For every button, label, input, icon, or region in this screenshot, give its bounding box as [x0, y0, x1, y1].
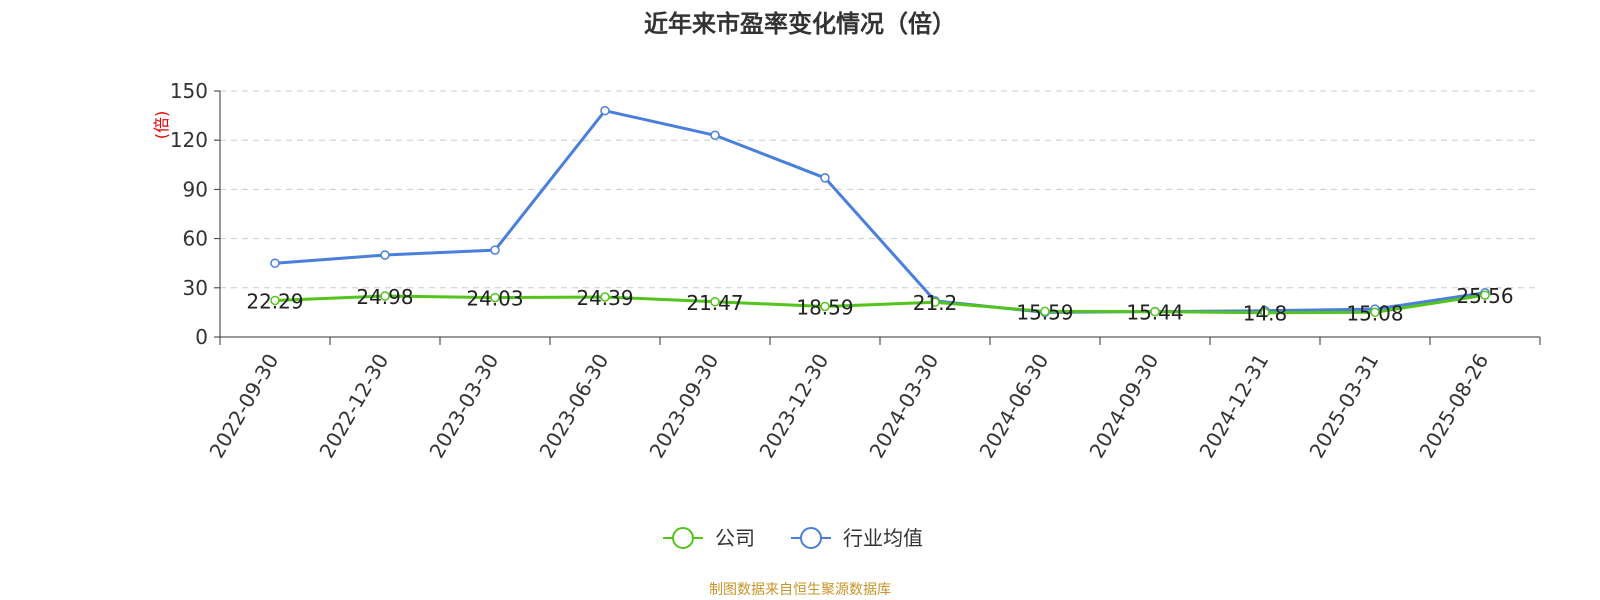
- axes: 0 30 60 90 120 150 2022-09-30 2022-12-30 2023-03…: [170, 79, 1541, 463]
- y-tick-label: 0: [195, 325, 208, 349]
- data-point-0[interactable]: [1370, 307, 1380, 318]
- source-note: 制图数据来自恒生聚源数据库: [709, 582, 891, 598]
- data-label: 18.59: [796, 296, 853, 320]
- chart-title: 近年来市盈率变化情况（倍）: [644, 10, 956, 38]
- series-line-0: [274, 293, 1486, 315]
- x-tick-label: 2024-12-31: [1194, 350, 1273, 463]
- data-point-0[interactable]: [1260, 307, 1270, 318]
- data-point-1[interactable]: [270, 258, 280, 268]
- data-labels: 22.29 24.98 24.03 24.39 21.47 18.59 21.2 15.59 1…: [246, 284, 1513, 326]
- data-point-1[interactable]: [600, 105, 610, 116]
- data-label: 24.98: [356, 285, 413, 309]
- x-tick-label: 2022-12-30: [314, 350, 393, 463]
- data-label: 15.08: [1346, 301, 1403, 325]
- data-point-1[interactable]: [820, 173, 830, 183]
- y-tick-label: 90: [183, 177, 208, 201]
- data-point-0[interactable]: [1480, 290, 1490, 300]
- legend-label: 公司: [715, 526, 755, 550]
- legend-item-0[interactable]: 公司: [663, 526, 755, 550]
- x-tick-label: 2024-03-30: [864, 350, 943, 463]
- x-tick-label: 2025-08-26: [1414, 350, 1493, 463]
- y-axis-label: (倍): [152, 111, 171, 140]
- x-tick-label: 2023-09-30: [644, 350, 723, 463]
- data-label: 24.03: [466, 287, 523, 311]
- legend-label: 行业均值: [843, 526, 923, 550]
- y-tick-label: 150: [170, 79, 208, 103]
- data-point-0[interactable]: [600, 292, 610, 302]
- data-label: 21.2: [913, 291, 958, 315]
- y-tick-label: 30: [183, 276, 208, 300]
- data-point-0[interactable]: [930, 297, 940, 307]
- y-tick-label: 60: [183, 227, 208, 251]
- data-label: 14.8: [1243, 302, 1288, 326]
- legend-marker: [800, 527, 822, 549]
- series-lines: [270, 105, 1490, 318]
- x-tick-label: 2023-03-30: [424, 350, 503, 463]
- x-tick-label: 2025-03-31: [1304, 350, 1383, 463]
- data-label: 22.29: [246, 289, 303, 313]
- data-point-0[interactable]: [820, 301, 830, 312]
- x-tick-label: 2024-06-30: [974, 350, 1053, 463]
- data-point-1[interactable]: [380, 250, 390, 260]
- data-point-1[interactable]: [490, 245, 500, 255]
- x-tick-label: 2022-09-30: [204, 350, 283, 463]
- x-tick-label: 2024-09-30: [1084, 350, 1163, 463]
- data-label: 25.56: [1456, 284, 1513, 308]
- data-point-1[interactable]: [710, 130, 720, 141]
- data-point-0[interactable]: [1040, 306, 1050, 317]
- data-label: 15.44: [1126, 301, 1183, 325]
- legend[interactable]: 公司 行业均值: [663, 526, 923, 550]
- y-tick-label: 120: [170, 128, 208, 152]
- legend-item-1[interactable]: 行业均值: [791, 526, 923, 550]
- data-point-0[interactable]: [490, 292, 500, 303]
- data-point-0[interactable]: [380, 291, 390, 301]
- legend-marker: [672, 527, 694, 549]
- data-point-0[interactable]: [1150, 306, 1160, 317]
- series-line-1: [274, 109, 1486, 314]
- data-point-0[interactable]: [270, 295, 280, 306]
- x-tick-label: 2023-06-30: [534, 350, 613, 463]
- data-point-0[interactable]: [710, 297, 720, 307]
- data-label: 21.47: [686, 291, 743, 315]
- grid-lines: [220, 90, 1540, 289]
- x-tick-label: 2023-12-30: [754, 350, 833, 463]
- data-label: 15.59: [1016, 300, 1073, 324]
- data-label: 24.39: [576, 286, 633, 310]
